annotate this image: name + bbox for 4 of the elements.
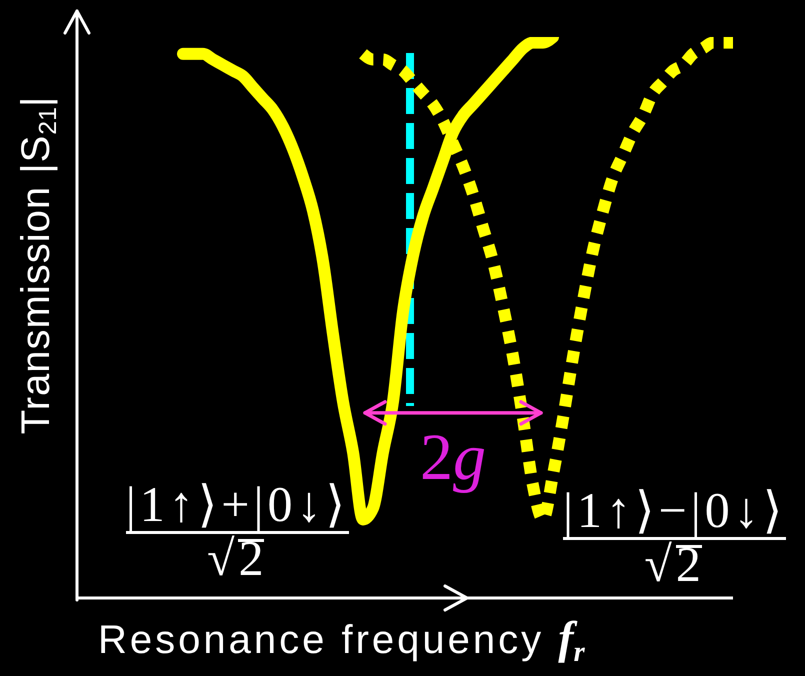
x-axis-title: Resonance frequency f$_{r}$ (98, 612, 585, 668)
series-label: |1↑⟩−|0↓⟩ √2 (563, 482, 786, 592)
series-label: |1↑⟩+|0↓⟩ √2 (126, 476, 349, 586)
annotation: 2g (420, 420, 486, 494)
